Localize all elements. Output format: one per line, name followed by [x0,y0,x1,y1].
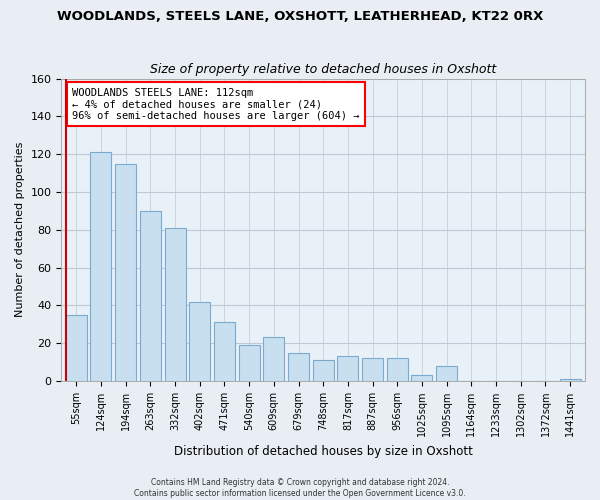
Bar [91,152,112,381]
X-axis label: Distribution of detached houses by size in Oxshott: Distribution of detached houses by size … [174,444,473,458]
Title: Size of property relative to detached houses in Oxshott: Size of property relative to detached ho… [150,63,496,76]
Bar [436,366,457,381]
Bar [214,322,235,381]
Bar [66,315,87,381]
Bar [313,360,334,381]
Bar [412,376,433,381]
Bar [140,211,161,381]
Text: WOODLANDS STEELS LANE: 112sqm
← 4% of detached houses are smaller (24)
96% of se: WOODLANDS STEELS LANE: 112sqm ← 4% of de… [72,88,359,121]
Bar [263,338,284,381]
Bar [387,358,408,381]
Bar [164,228,185,381]
Bar [362,358,383,381]
Y-axis label: Number of detached properties: Number of detached properties [15,142,25,318]
Bar [288,352,309,381]
Bar [337,356,358,381]
Bar [239,345,260,381]
Text: WOODLANDS, STEELS LANE, OXSHOTT, LEATHERHEAD, KT22 0RX: WOODLANDS, STEELS LANE, OXSHOTT, LEATHER… [57,10,543,23]
Bar [560,379,581,381]
Bar [189,302,210,381]
Text: Contains HM Land Registry data © Crown copyright and database right 2024.
Contai: Contains HM Land Registry data © Crown c… [134,478,466,498]
Bar [115,164,136,381]
